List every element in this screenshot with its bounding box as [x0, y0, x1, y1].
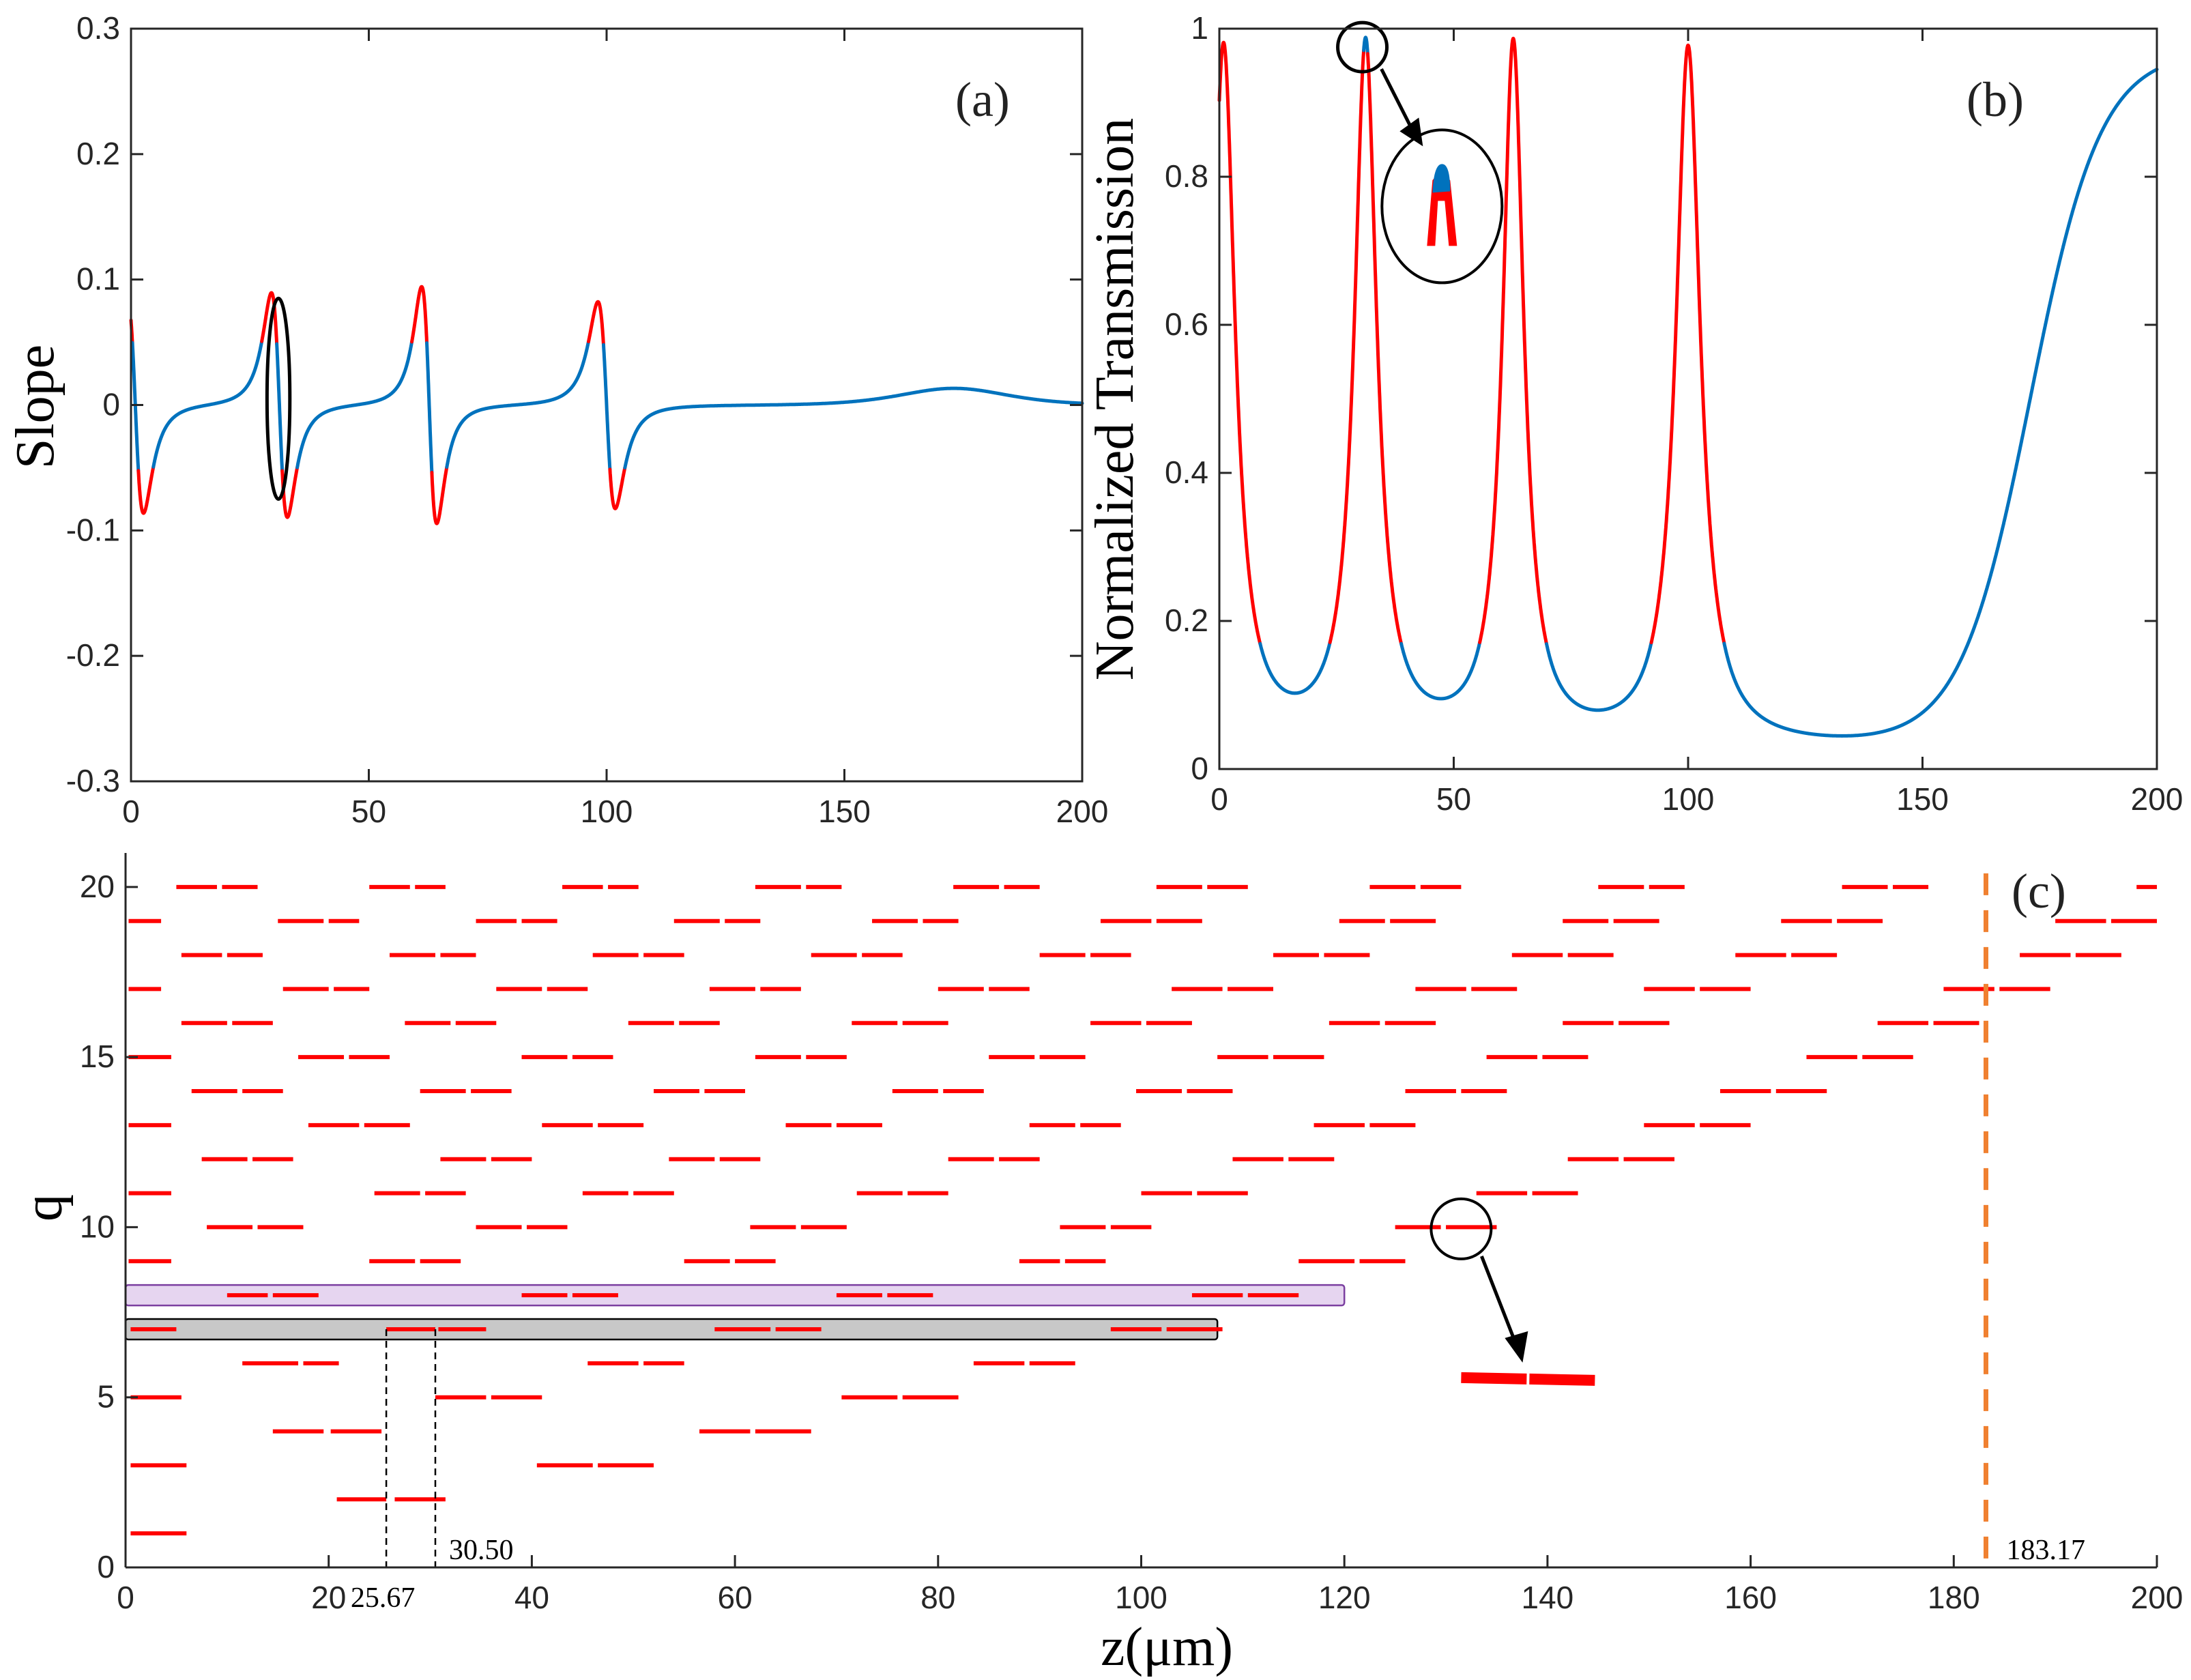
panel-c-zoom-segment-right [1529, 1373, 1595, 1386]
panel-b-inset-blue-tip [1432, 164, 1451, 193]
panel-b-curve-red-6 [1478, 36, 1548, 646]
panel-a-curve-blue-13 [602, 343, 612, 472]
panel-a-curve-blue-9 [425, 341, 434, 474]
panel-a-curve-blue-7 [295, 340, 414, 469]
panel-c-arrow [1480, 1256, 1518, 1344]
panel-c-x-tick-label: 80 [920, 1580, 955, 1615]
panel-a-curve-red-10 [430, 465, 449, 525]
panel-a-curve-blue-3 [151, 339, 264, 469]
panel-c-y-tick-label: 20 [80, 869, 115, 904]
panel-b-arrow [1380, 68, 1417, 136]
panel-c-x-tick-label: 180 [1928, 1580, 1980, 1615]
panel-b-curve-red-4 [1365, 52, 1404, 646]
panel-b-curve-red-2 [1328, 48, 1366, 644]
panel-c-y-tick-label: 15 [80, 1039, 115, 1074]
panel-a-curve-red-14 [608, 465, 627, 510]
panel-b-curve-blue-5 [1399, 640, 1482, 701]
panel-b-x-tick-label: 200 [2131, 781, 2183, 817]
panel-a-y-tick-label: 0 [102, 387, 120, 422]
panel-c-x-tick-label: 160 [1724, 1580, 1777, 1615]
panel-c-x-tick-label: 200 [2131, 1580, 2183, 1615]
panel-a-curve-red-2 [136, 465, 156, 515]
panel-a-highlight-ellipse [265, 296, 292, 501]
panel-b-y-tick-label: 1 [1191, 10, 1208, 46]
panel-b-curve-blue-1 [1258, 640, 1332, 695]
panel-c-zoomed-segment [1461, 1372, 1595, 1386]
panel-a-curve-blue-5 [275, 342, 285, 473]
panel-b-ticks: 0 50 100 150 200 0 0.2 0.4 0.6 0.8 1 [1165, 10, 2183, 817]
panel-a-x-tick-label: 0 [122, 794, 140, 829]
panel-b-curve-red-0 [1217, 40, 1262, 646]
panel-a-y-tick-label: 0.1 [76, 261, 120, 297]
panel-b-arrowhead [1399, 117, 1423, 147]
panel-a-y-tick-label: 0.2 [76, 136, 120, 171]
panel-a-slope-plot: 0 50 100 150 200 -0.3 -0.2 -0.1 0 0.1 0.2 0.3 (a) S… [5, 10, 1108, 829]
panel-b-x-tick-label: 150 [1896, 781, 1949, 817]
panel-a-y-tick-label: -0.3 [66, 763, 120, 798]
panel-a-ticks: 0 50 100 150 200 -0.3 -0.2 -0.1 0 0.1 0.2 0.3 [66, 10, 1109, 829]
panel-c-x-tick-label: 60 [718, 1580, 753, 1615]
panel-a-curve-red-12 [587, 300, 605, 347]
panel-a-x-tick-label: 200 [1056, 794, 1109, 829]
panel-c-markers: 25.67 30.50 [351, 1329, 514, 1614]
panel-c-highlight-band-q7 [124, 1318, 1219, 1341]
panel-c-vertical-line-label: 183.17 [2006, 1535, 2085, 1566]
panel-a-y-axis-label: Slope [5, 345, 66, 469]
panel-b-x-tick-label: 50 [1436, 781, 1471, 817]
panel-a-y-tick-label: -0.1 [66, 512, 120, 547]
panel-b-x-tick-label: 100 [1662, 781, 1715, 817]
panel-b-y-tick-label: 0.2 [1165, 603, 1208, 638]
panel-a-curve [129, 285, 1084, 525]
panel-c-y-tick-label: 0 [97, 1549, 115, 1584]
panel-a-y-tick-label: 0.3 [76, 10, 120, 46]
panel-c-x-tick-label: 120 [1318, 1580, 1371, 1615]
panel-c-x-axis-label: z(μm) [1101, 1617, 1233, 1677]
panel-c-segments [128, 884, 2157, 1536]
panel-c-ticks: 0 20 40 60 80 100 120 140 160 180 200 0 5 10 15 20 [80, 869, 2183, 1615]
panel-a-curve-blue-15 [623, 386, 1084, 469]
panel-b-label: (b) [1967, 72, 2024, 127]
panel-b-curve [1217, 35, 2159, 738]
panel-c-x-tick-label: 100 [1115, 1580, 1167, 1615]
panel-a-x-tick-label: 50 [351, 794, 386, 829]
panel-a-curve-blue-11 [445, 340, 590, 469]
panel-b-y-tick-label: 0.8 [1165, 158, 1208, 194]
panel-c-marker-label-25.67: 25.67 [351, 1582, 416, 1614]
panel-b-zoom-inset [1380, 128, 1504, 285]
panel-b-inset-ellipse [1380, 128, 1504, 285]
panel-a-y-tick-label: -0.2 [66, 637, 120, 673]
panel-b-y-axis-label: Normalized Transmission [1085, 118, 1145, 680]
panel-c-x-tick-label: 0 [117, 1580, 134, 1615]
panel-c-highlight-circle [1430, 1197, 1493, 1260]
panel-b-curve-blue-9 [1722, 68, 2159, 738]
panel-a-x-tick-label: 150 [818, 794, 871, 829]
panel-c-label: (c) [2012, 864, 2066, 918]
panel-c-x-tick-label: 140 [1522, 1580, 1574, 1615]
panel-c-x-tick-label: 40 [514, 1580, 549, 1615]
panel-a-curve-red-8 [410, 285, 429, 345]
panel-b-curve-blue-7 [1545, 641, 1653, 712]
panel-a-curve-blue-1 [130, 341, 141, 473]
panel-a-label: (a) [955, 72, 1010, 127]
panel-b-curve-blue-3 [1362, 35, 1369, 56]
panel-c-x-tick-label: 20 [311, 1580, 346, 1615]
panel-b-transmission-plot: 0 50 100 150 200 0 0.2 0.4 0.6 0.8 1 (b) Normalize… [1085, 10, 2183, 817]
panel-a-x-tick-label: 100 [581, 794, 633, 829]
panel-b-x-tick-label: 0 [1210, 781, 1228, 817]
panel-c-zoom-segment-left [1461, 1372, 1527, 1385]
panel-c-y-tick-label: 5 [97, 1379, 115, 1415]
panel-c-marker-label-30.50: 30.50 [449, 1535, 514, 1566]
panel-b-curve-red-8 [1649, 43, 1726, 646]
panel-b-highlight-circle [1336, 20, 1389, 74]
panel-b-y-tick-label: 0 [1191, 751, 1208, 786]
panel-b-y-tick-label: 0.6 [1165, 306, 1208, 342]
panel-b-y-tick-label: 0.4 [1165, 454, 1208, 490]
panel-c-y-tick-label: 10 [80, 1208, 115, 1244]
panel-a-curve-red-6 [280, 465, 300, 519]
panel-c-arrowhead [1505, 1331, 1528, 1363]
panel-c-y-axis-label: q [14, 1194, 74, 1221]
